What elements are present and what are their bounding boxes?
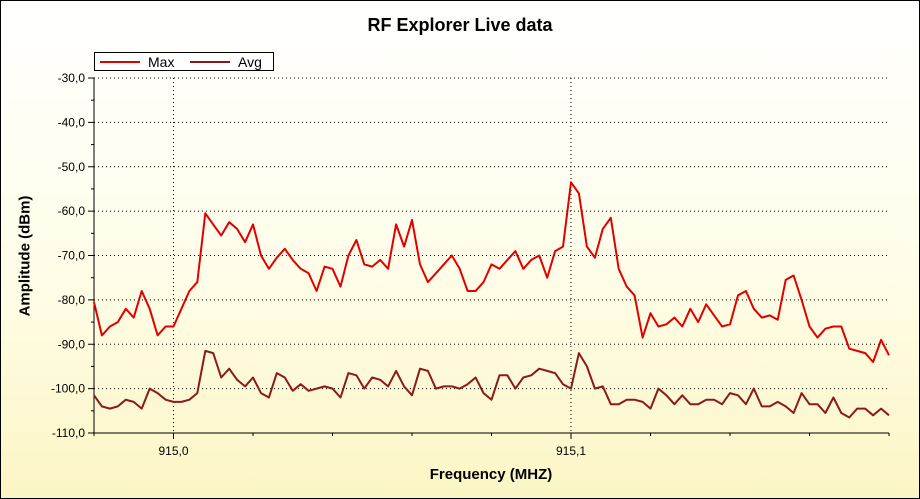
x-tick-label: 915,1 (556, 444, 586, 458)
y-tick-label: -100,0 (51, 382, 85, 396)
y-tick-label: -50,0 (58, 160, 86, 174)
y-tick-label: -30,0 (58, 71, 86, 85)
legend-swatch-max (100, 60, 140, 63)
x-tick-label: 915,0 (158, 444, 188, 458)
legend-label-max: Max (148, 53, 175, 70)
y-tick-label: -70,0 (58, 249, 86, 263)
series-line-avg (93, 349, 890, 419)
y-tick-label: -80,0 (58, 293, 86, 307)
legend-item-max: Max (100, 53, 174, 70)
series-line-max (93, 181, 890, 363)
y-tick-label: -40,0 (58, 115, 86, 129)
y-tick-label: -90,0 (58, 337, 86, 351)
y-tick-label: -60,0 (58, 204, 86, 218)
legend: Max Avg (94, 52, 274, 71)
y-tick-label: -110,0 (52, 426, 85, 440)
legend-swatch-avg (190, 60, 230, 63)
legend-item-avg: Avg (190, 53, 262, 70)
chart-title: RF Explorer Live data (367, 15, 553, 35)
legend-label-avg: Avg (238, 53, 262, 70)
x-axis-label: Frequency (MHZ) (429, 466, 553, 483)
